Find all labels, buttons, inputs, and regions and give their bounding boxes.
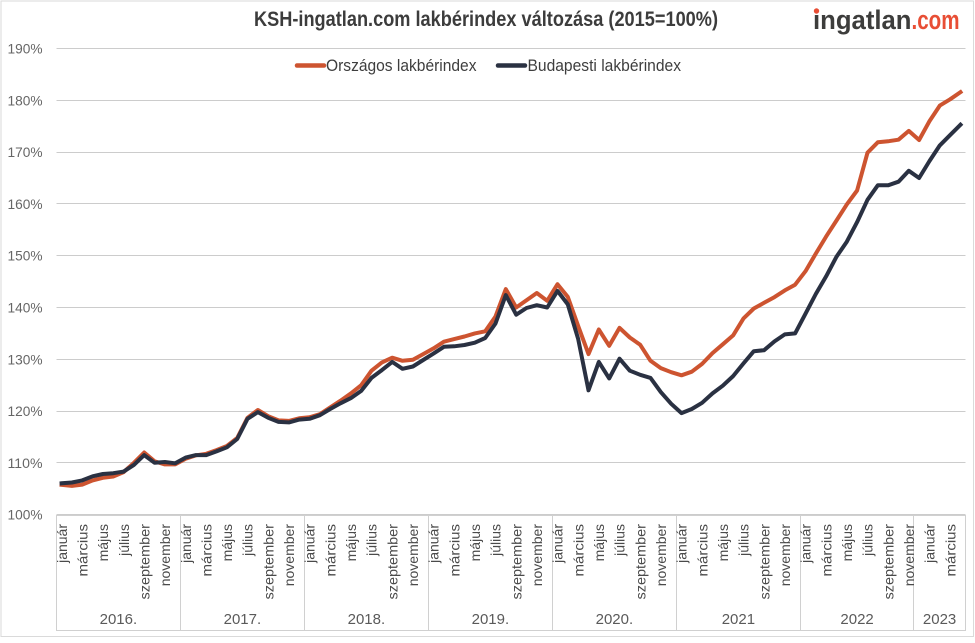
svg-text:160%: 160% — [8, 196, 43, 212]
svg-text:ıngatlan: ıngatlan — [813, 5, 912, 35]
svg-text:2022: 2022 — [840, 611, 873, 628]
svg-text:január: január — [674, 524, 690, 564]
svg-text:120%: 120% — [8, 403, 43, 419]
svg-text:május: május — [343, 524, 359, 561]
svg-text:március: március — [198, 524, 214, 577]
svg-text:2023: 2023 — [923, 611, 956, 628]
svg-text:2017.: 2017. — [224, 611, 262, 628]
svg-text:július: július — [240, 524, 256, 557]
svg-text:180%: 180% — [8, 92, 43, 108]
svg-text:130%: 130% — [8, 351, 43, 367]
svg-text:július: július — [488, 524, 504, 557]
svg-text:2021: 2021 — [722, 611, 755, 628]
svg-text:november: november — [529, 524, 545, 587]
svg-text:november: november — [281, 524, 297, 587]
svg-text:május: május — [715, 524, 731, 561]
svg-text:Budapesti lakbérindex: Budapesti lakbérindex — [528, 56, 682, 75]
svg-text:január: január — [54, 524, 70, 564]
svg-text:július: július — [860, 524, 876, 557]
svg-text:március: március — [322, 524, 338, 577]
svg-text:július: július — [364, 524, 380, 557]
svg-text:január: január — [798, 524, 814, 564]
svg-text:május: május — [95, 524, 111, 561]
svg-text:március: március — [570, 524, 586, 577]
svg-text:szeptember: szeptember — [384, 524, 400, 600]
svg-text:november: november — [405, 524, 421, 587]
svg-text:szeptember: szeptember — [508, 524, 524, 600]
svg-text:november: november — [777, 524, 793, 587]
svg-text:150%: 150% — [8, 248, 43, 264]
svg-text:január: január — [922, 524, 938, 564]
svg-text:november: november — [653, 524, 669, 587]
svg-text:2019.: 2019. — [472, 611, 510, 628]
svg-text:november: november — [901, 524, 917, 587]
svg-text:110%: 110% — [8, 455, 43, 471]
svg-text:2016.: 2016. — [100, 611, 138, 628]
svg-text:január: január — [178, 524, 194, 564]
svg-text:május: május — [219, 524, 235, 561]
svg-text:Országos lakbérindex: Országos lakbérindex — [326, 56, 477, 75]
svg-text:2020.: 2020. — [596, 611, 634, 628]
svg-text:szeptember: szeptember — [136, 524, 152, 600]
svg-text:.com: .com — [912, 5, 960, 35]
svg-text:január: január — [302, 524, 318, 564]
svg-text:november: november — [157, 524, 173, 587]
svg-text:március: március — [74, 524, 90, 577]
svg-text:170%: 170% — [8, 144, 43, 160]
svg-text:július: július — [612, 524, 628, 557]
svg-text:KSH-ingatlan.com lakbérindex v: KSH-ingatlan.com lakbérindex változása (… — [254, 8, 718, 31]
svg-text:március: március — [942, 524, 958, 577]
svg-text:szeptember: szeptember — [756, 524, 772, 600]
svg-text:szeptember: szeptember — [880, 524, 896, 600]
svg-text:március: március — [818, 524, 834, 577]
svg-text:január: január — [426, 524, 442, 564]
svg-text:szeptember: szeptember — [260, 524, 276, 600]
svg-text:szeptember: szeptember — [632, 524, 648, 600]
svg-text:100%: 100% — [8, 507, 43, 523]
svg-text:május: május — [839, 524, 855, 561]
svg-text:március: március — [446, 524, 462, 577]
svg-text:július: július — [116, 524, 132, 557]
svg-text:március: március — [694, 524, 710, 577]
svg-text:190%: 190% — [8, 41, 43, 57]
svg-text:július: július — [736, 524, 752, 557]
svg-text:május: május — [467, 524, 483, 561]
svg-text:január: január — [550, 524, 566, 564]
svg-text:140%: 140% — [8, 300, 43, 316]
svg-text:május: május — [591, 524, 607, 561]
svg-text:2018.: 2018. — [348, 611, 386, 628]
